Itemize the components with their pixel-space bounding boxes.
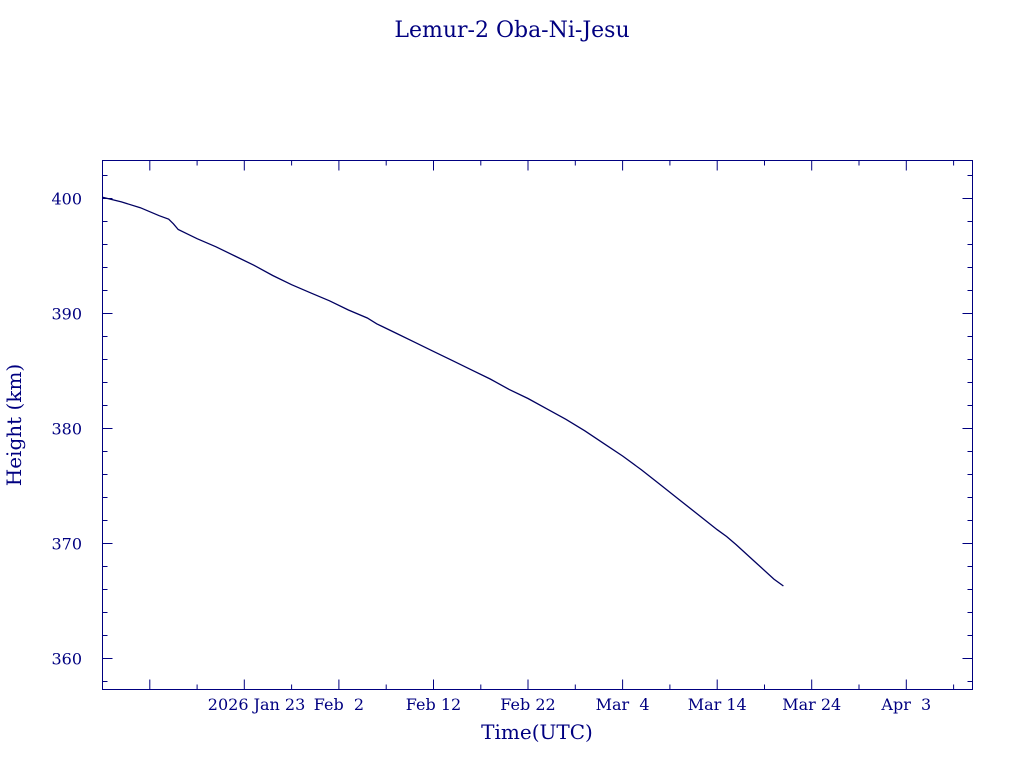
x-tick-label: 2026 Jan 23 — [208, 695, 306, 714]
x-tick-label: Mar 4 — [596, 695, 650, 714]
y-tick-label: 390 — [51, 305, 82, 324]
x-tick-labels: 2026 Jan 23 Feb 2 Feb 12 Feb 22 Mar 4 Mar 14 M… — [208, 695, 931, 714]
x-tick-label: Mar 14 — [688, 695, 747, 714]
x-tick-label: Mar 24 — [782, 695, 841, 714]
y-tick-label: 360 — [51, 650, 82, 669]
chart-title: Lemur-2 Oba-Ni-Jesu — [394, 18, 629, 43]
x-tick-label: Feb 22 — [500, 695, 555, 714]
plot-frame — [102, 160, 973, 690]
y-tick-label: 370 — [51, 535, 82, 554]
y-tick-label: 380 — [51, 420, 82, 439]
x-tick-label: Apr 3 — [880, 695, 931, 714]
y-axis-label: Height (km) — [2, 364, 26, 486]
y-tick-label: 400 — [51, 190, 82, 209]
axis-ticks — [102, 160, 973, 690]
x-axis-label: Time(UTC) — [481, 720, 593, 744]
series-line — [102, 196, 784, 587]
x-tick-label: Feb 12 — [406, 695, 461, 714]
x-tick-label: Feb 2 — [314, 695, 364, 714]
y-tick-labels: 360 370 380 390 400 — [51, 190, 82, 669]
